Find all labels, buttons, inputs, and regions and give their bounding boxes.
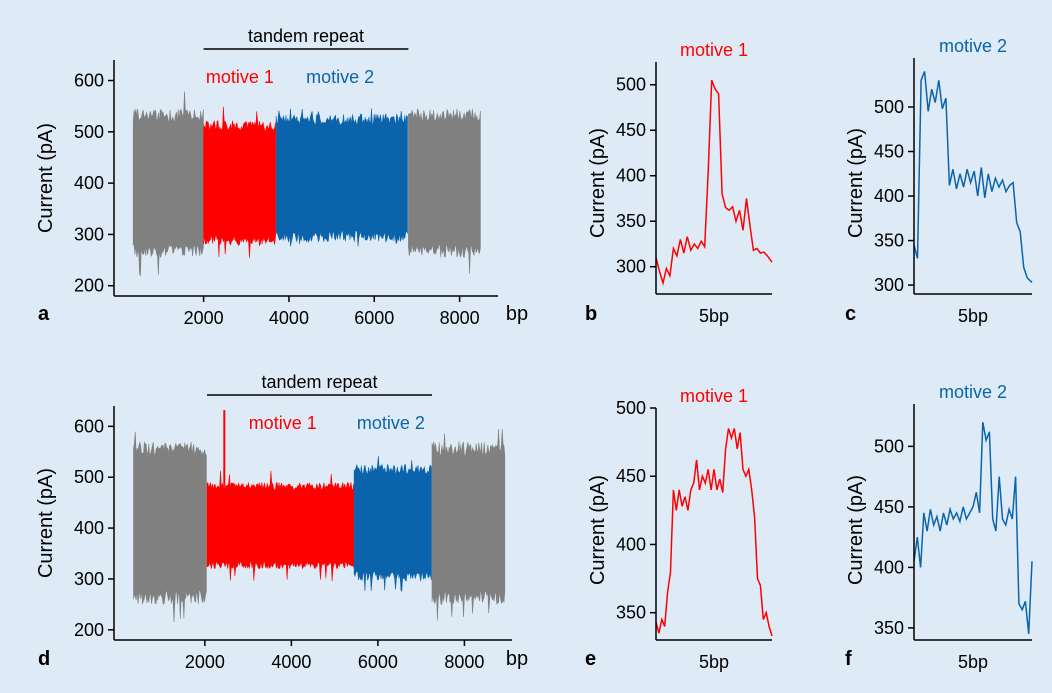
panel-f-chart: 350 400 450 500 Current (pA) motive 2 5b… xyxy=(845,382,1033,672)
panel-e-ytick-label: 400 xyxy=(616,534,646,554)
panel-a-ytick-label: 300 xyxy=(74,224,104,244)
panel-b-ytick-label: 450 xyxy=(616,120,646,140)
panel-a-chart: 200 300 400 500 600 2000 4000 6000 8000 … xyxy=(35,26,528,328)
panel-b-title: motive 1 xyxy=(680,40,748,60)
panel-d-motive-1-label: motive 1 xyxy=(249,413,317,433)
panel-d-ytick-label: 200 xyxy=(74,620,104,640)
panel-b-ytick-label: 400 xyxy=(616,166,646,186)
panel-e-chart: 350 400 450 500 Current (pA) motive 1 5b… xyxy=(585,386,773,672)
panel-d-x-unit-label: bp xyxy=(506,648,528,670)
panel-c-ytick-label: 400 xyxy=(874,186,904,206)
panel-a-xtick-label: 2000 xyxy=(184,308,224,328)
panel-a-signal-traces xyxy=(132,91,481,277)
panel-b-x-axis-label: 5bp xyxy=(699,306,729,326)
panel-f-motive-2-trace xyxy=(913,422,1033,634)
panel-f-title: motive 2 xyxy=(939,382,1007,402)
panel-a-xtick-label: 4000 xyxy=(269,308,309,328)
panel-d-signal-traces xyxy=(133,428,506,623)
panel-d-xtick-label: 8000 xyxy=(444,652,484,672)
panel-e-ytick-label: 350 xyxy=(616,603,646,623)
panel-a-motive-2-label: motive 2 xyxy=(306,67,374,87)
signal-segment-motive-1-1 xyxy=(206,470,355,582)
panel-d-xtick-label: 4000 xyxy=(271,652,311,672)
panel-a-x-unit-label: bp xyxy=(506,303,528,325)
panel-d-letter: d xyxy=(38,648,50,670)
panel-f-ytick-label: 500 xyxy=(874,436,904,456)
signal-segment-motive-2-2 xyxy=(275,108,408,247)
panel-a-ytick-label: 600 xyxy=(74,71,104,91)
panel-f-ytick-label: 450 xyxy=(874,497,904,517)
signal-segment-flank-0 xyxy=(132,91,204,277)
panel-c-title: motive 2 xyxy=(939,36,1007,56)
panel-c-ytick-label: 350 xyxy=(874,231,904,251)
panel-a-xtick-label: 6000 xyxy=(354,308,394,328)
panel-b-ytick-label: 350 xyxy=(616,211,646,231)
panel-c-ytick-label: 300 xyxy=(874,275,904,295)
panel-a-xtick-label: 8000 xyxy=(440,308,480,328)
panel-a-tandem-repeat-label: tandem repeat xyxy=(248,26,364,46)
panel-b-y-axis-label: Current (pA) xyxy=(587,128,609,238)
panel-b-ytick-label: 300 xyxy=(616,257,646,277)
panel-b-chart: 300 350 400 450 500 Current (pA) motive … xyxy=(585,40,773,326)
signal-segment-motive-1-1 xyxy=(203,106,276,258)
panel-d-ytick-label: 500 xyxy=(74,467,104,487)
panel-c-x-axis-label: 5bp xyxy=(958,306,988,326)
signal-segment-flank-0 xyxy=(133,431,207,623)
panel-e-y-axis-label: Current (pA) xyxy=(587,475,609,585)
panel-f-letter: f xyxy=(845,648,852,670)
panel-a-axes: 200 300 400 500 600 2000 4000 6000 8000 xyxy=(74,60,498,328)
panel-e-motive-1-trace xyxy=(655,428,773,637)
panel-d-chart: 200 300 400 500 600 2000 4000 6000 8000 … xyxy=(35,372,528,672)
panel-c-ytick-label: 450 xyxy=(874,142,904,162)
panel-d-xtick-label: 2000 xyxy=(185,652,225,672)
panel-a-ytick-label: 400 xyxy=(74,173,104,193)
panel-c-motive-2-trace xyxy=(913,71,1033,283)
panel-f-ytick-label: 400 xyxy=(874,557,904,577)
panel-d-ytick-label: 300 xyxy=(74,569,104,589)
panel-c-chart: 300 350 400 450 500 Current (pA) motive … xyxy=(845,36,1033,326)
panel-f-x-axis-label: 5bp xyxy=(958,652,988,672)
panel-b-motive-1-trace xyxy=(655,79,773,287)
panel-c-y-axis-label: Current (pA) xyxy=(845,128,867,238)
panel-f-y-axis-label: Current (pA) xyxy=(845,475,867,585)
panel-c-ytick-label: 500 xyxy=(874,97,904,117)
panel-a-motive-1-label: motive 1 xyxy=(206,67,274,87)
panel-d-y-axis-label: Current (pA) xyxy=(35,468,57,578)
panel-a-y-axis-label: Current (pA) xyxy=(35,123,57,233)
panel-a-ytick-label: 200 xyxy=(74,276,104,296)
panel-d-ytick-label: 600 xyxy=(74,416,104,436)
panel-c-letter: c xyxy=(845,303,856,325)
panel-e-title: motive 1 xyxy=(680,386,748,406)
panel-d-tandem-repeat-label: tandem repeat xyxy=(261,372,377,392)
signal-segment-motive-2-2 xyxy=(353,456,432,593)
panel-e-letter: e xyxy=(585,648,596,670)
panel-a-letter: a xyxy=(38,303,50,325)
panel-d-ytick-label: 400 xyxy=(74,518,104,538)
signal-segment-flank-3 xyxy=(408,107,481,274)
panel-d-motive-2-label: motive 2 xyxy=(357,413,425,433)
panel-d-xtick-label: 6000 xyxy=(358,652,398,672)
panel-b-letter: b xyxy=(585,303,597,325)
panel-a-ytick-label: 500 xyxy=(74,122,104,142)
panel-e-x-axis-label: 5bp xyxy=(699,652,729,672)
panel-d-axes: 200 300 400 500 600 2000 4000 6000 8000 xyxy=(74,406,512,672)
signal-segment-flank-3 xyxy=(431,428,506,621)
panel-f-ytick-label: 350 xyxy=(874,618,904,638)
panel-b-ytick-label: 500 xyxy=(616,75,646,95)
panel-e-ytick-label: 500 xyxy=(616,398,646,418)
panel-e-ytick-label: 450 xyxy=(616,466,646,486)
